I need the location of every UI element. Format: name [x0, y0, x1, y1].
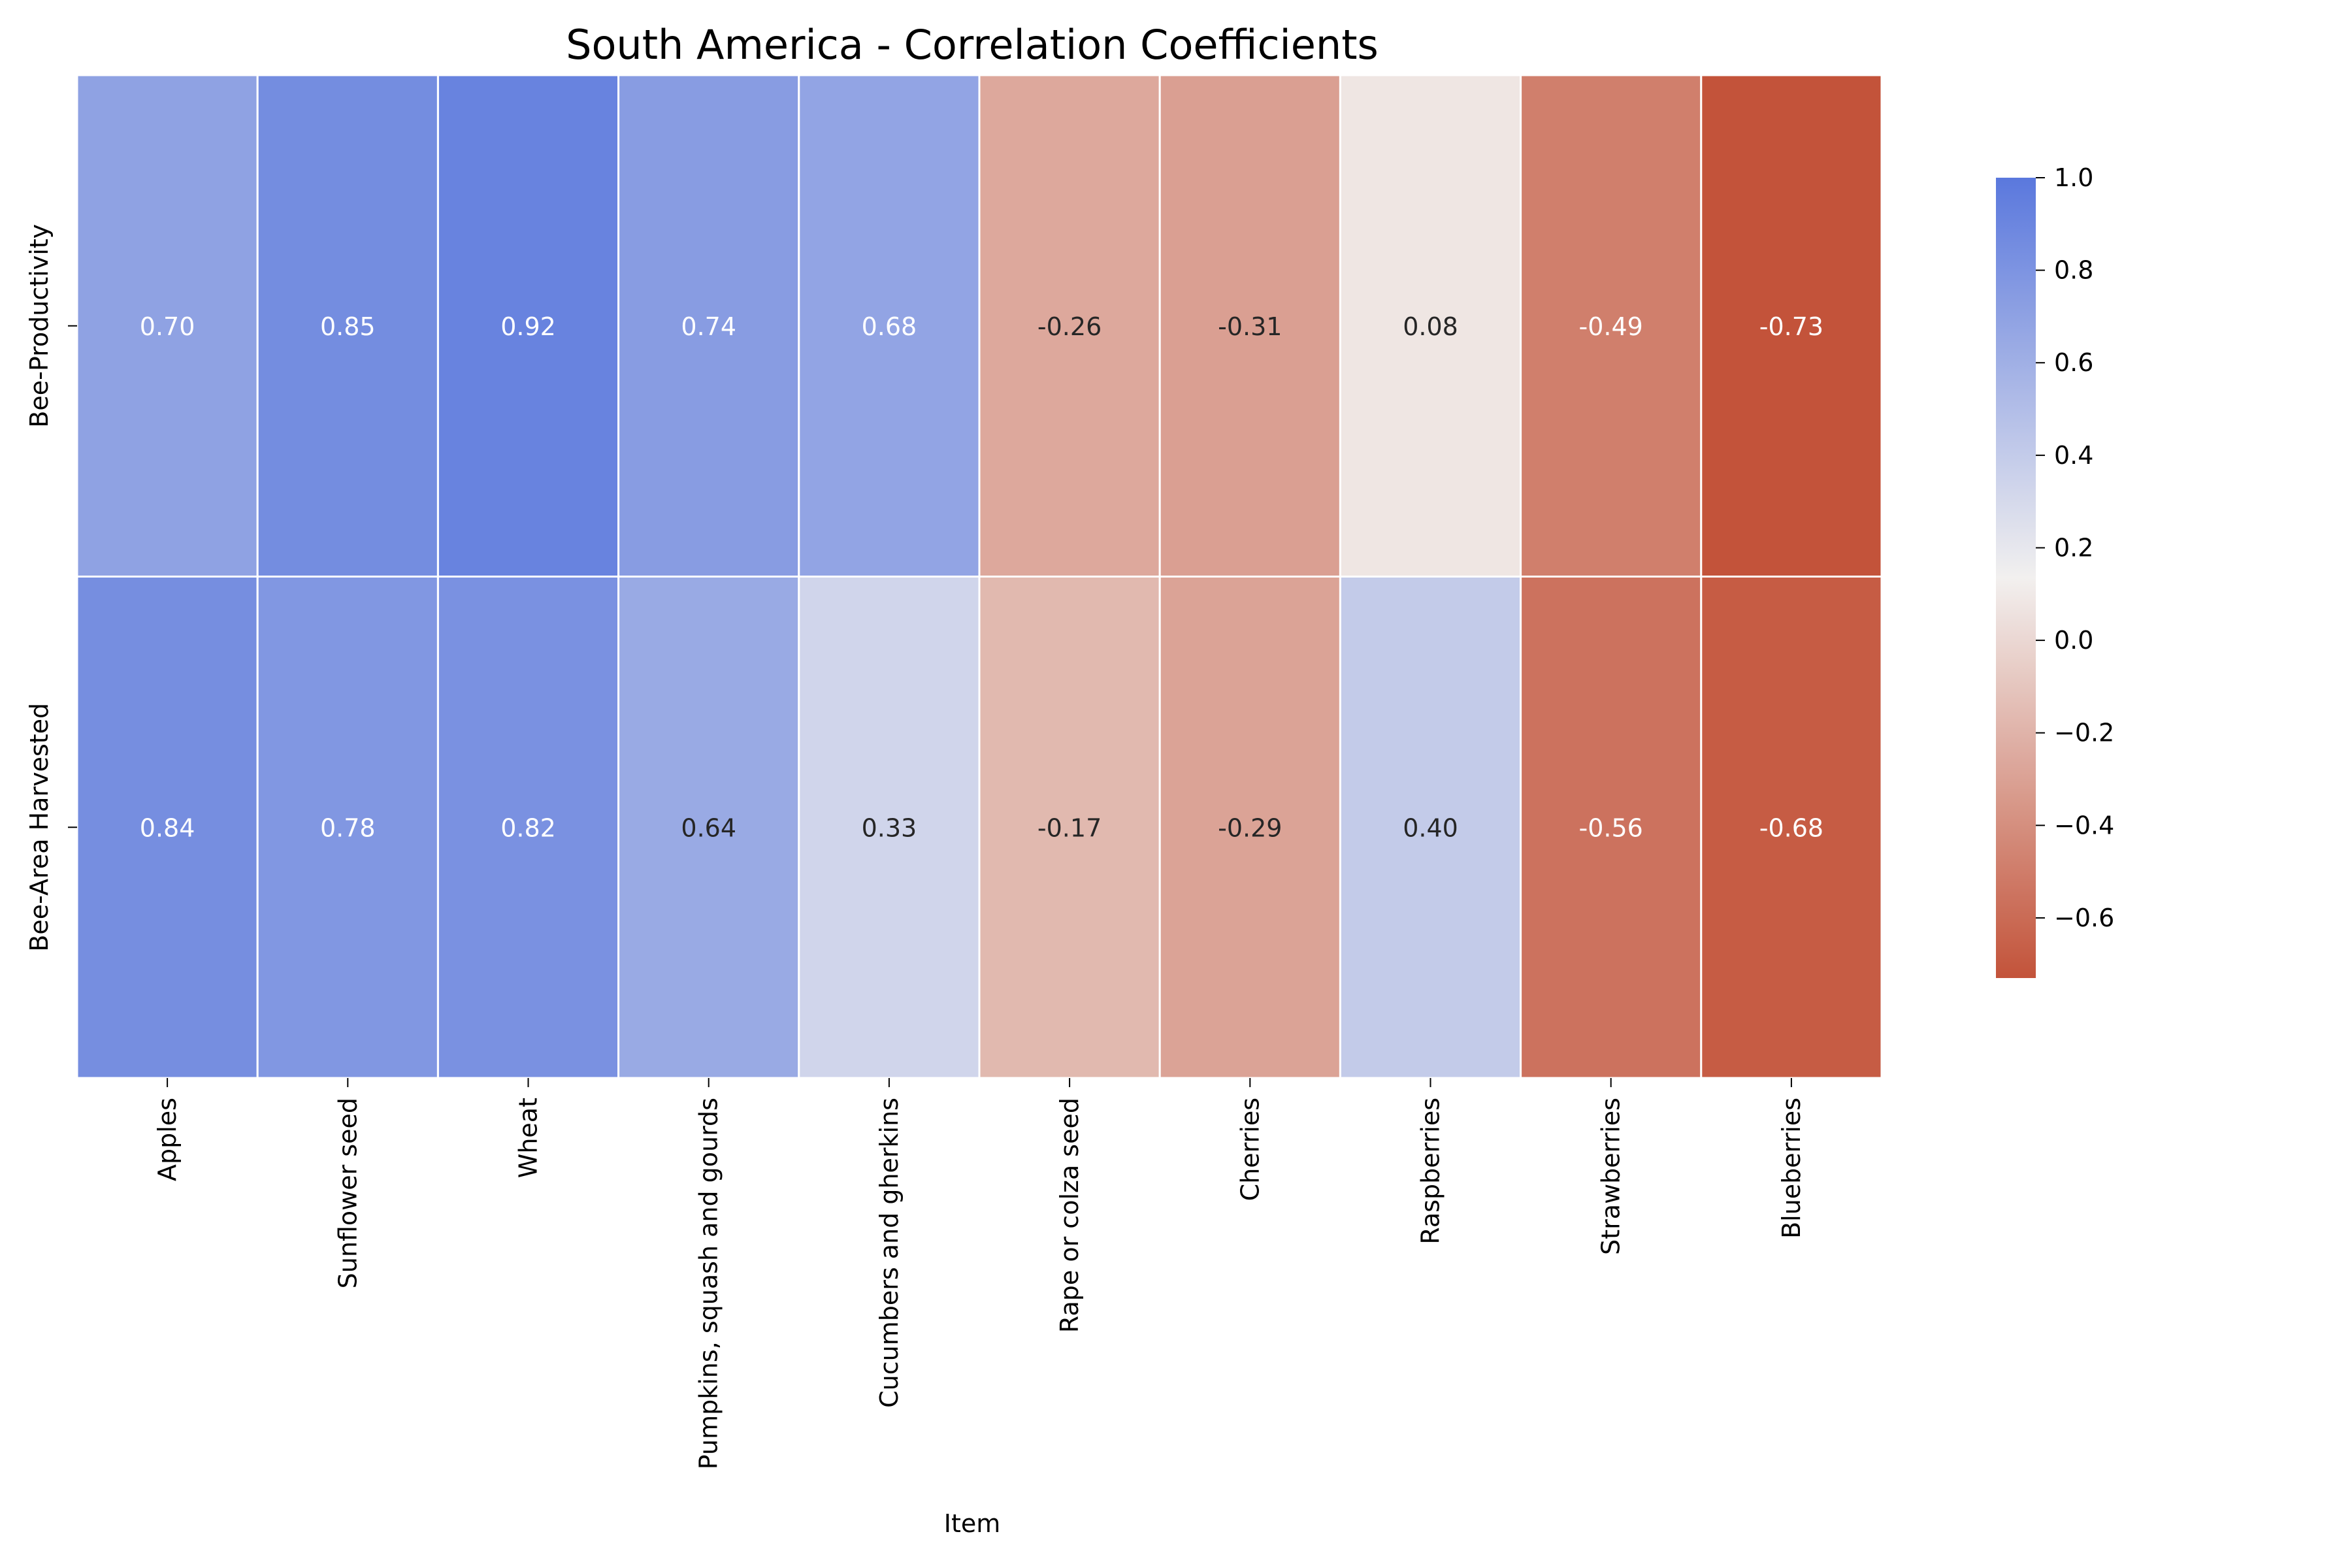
colorbar-tick-label: −0.2 — [2054, 719, 2114, 747]
colorbar-tick-label: −0.6 — [2054, 904, 2114, 932]
heatmap-cell — [436, 74, 620, 578]
heatmap-cell — [256, 74, 439, 578]
heatmap-cell — [76, 74, 259, 578]
colorbar-tick-label: 0.4 — [2054, 441, 2093, 470]
colorbar: 1.0 0.8 0.6 0.4 0.2 0.0 −0.2 −0.4 −0.6 — [1996, 163, 2114, 978]
cell-value-label: -0.31 — [1218, 312, 1282, 341]
y-tick-label: Bee-Productivity — [25, 224, 54, 428]
cell-value-label: -0.56 — [1579, 813, 1643, 842]
cell-value-label: 0.92 — [500, 312, 556, 341]
x-tick-label: Cucumbers and gherkins — [875, 1098, 904, 1408]
x-tick-label: Raspberries — [1416, 1098, 1445, 1245]
colorbar-tick-label: −0.4 — [2054, 811, 2114, 840]
x-axis-label: Item — [944, 1509, 1001, 1538]
cell-value-label: 0.78 — [320, 813, 376, 842]
x-tick-label: Strawberries — [1597, 1098, 1625, 1255]
heatmap-cell — [436, 576, 620, 1079]
heatmap-cell — [1700, 576, 1883, 1079]
cell-value-label: 0.08 — [1403, 312, 1458, 341]
x-tick-label: Pumpkins, squash and gourds — [694, 1098, 723, 1469]
heatmap-cell — [1339, 576, 1522, 1079]
colorbar-tick-label: 1.0 — [2054, 163, 2093, 192]
x-tick-label: Apples — [153, 1098, 182, 1181]
heatmap-cell — [1339, 74, 1522, 578]
cell-value-label: 0.82 — [500, 813, 556, 842]
cell-value-label: 0.85 — [320, 312, 376, 341]
cell-value-label: 0.40 — [1403, 813, 1458, 842]
heatmap-cell — [617, 576, 800, 1079]
y-axis-ticks: Bee-Productivity Bee-Area Harvested — [25, 224, 77, 952]
colorbar-tick-label: 0.8 — [2054, 256, 2093, 285]
heatmap-cell — [617, 74, 800, 578]
heatmap-cell — [978, 576, 1161, 1079]
cell-value-label: 0.70 — [140, 312, 195, 341]
cell-value-label: 0.68 — [862, 312, 917, 341]
y-tick-label: Bee-Area Harvested — [25, 703, 54, 952]
colorbar-tick-label: 0.6 — [2054, 348, 2093, 377]
heatmap-cell — [1158, 576, 1341, 1079]
cell-value-label: -0.17 — [1037, 813, 1102, 842]
heatmap-cell — [1520, 576, 1703, 1079]
cell-value-label: 0.64 — [681, 813, 736, 842]
x-tick-label: Rape or colza seed — [1055, 1098, 1084, 1333]
colorbar-gradient — [1996, 178, 2036, 978]
cell-value-label: -0.49 — [1579, 312, 1643, 341]
heatmap-cell — [798, 74, 981, 578]
heatmap-cell — [798, 576, 981, 1079]
cell-value-label: 0.74 — [681, 312, 736, 341]
cell-value-label: 0.84 — [140, 813, 195, 842]
cell-value-label: -0.73 — [1759, 312, 1823, 341]
colorbar-tick-label: 0.0 — [2054, 626, 2093, 655]
x-tick-label: Sunflower seed — [333, 1098, 362, 1288]
x-tick-label: Wheat — [514, 1098, 543, 1178]
x-tick-label: Cherries — [1235, 1098, 1264, 1201]
x-tick-label: Blueberries — [1777, 1098, 1806, 1239]
cell-value-label: 0.33 — [862, 813, 917, 842]
cell-value-label: -0.68 — [1759, 813, 1823, 842]
heatmap-cell — [256, 576, 439, 1079]
x-axis-ticks: Apples Sunflower seed Wheat Pumpkins, squas… — [153, 1078, 1806, 1469]
cell-value-label: -0.26 — [1037, 312, 1102, 341]
heatmap-cell — [978, 74, 1161, 578]
heatmap-cell — [1700, 74, 1883, 578]
heatmap-cells: 0.70 0.85 0.92 0.74 0.68 -0.26 -0.31 0.08 -0.49 -… — [76, 74, 1883, 1079]
chart-title: South America - Correlation Coefficients — [566, 21, 1379, 69]
cell-value-label: -0.29 — [1218, 813, 1282, 842]
colorbar-tick-label: 0.2 — [2054, 533, 2093, 562]
